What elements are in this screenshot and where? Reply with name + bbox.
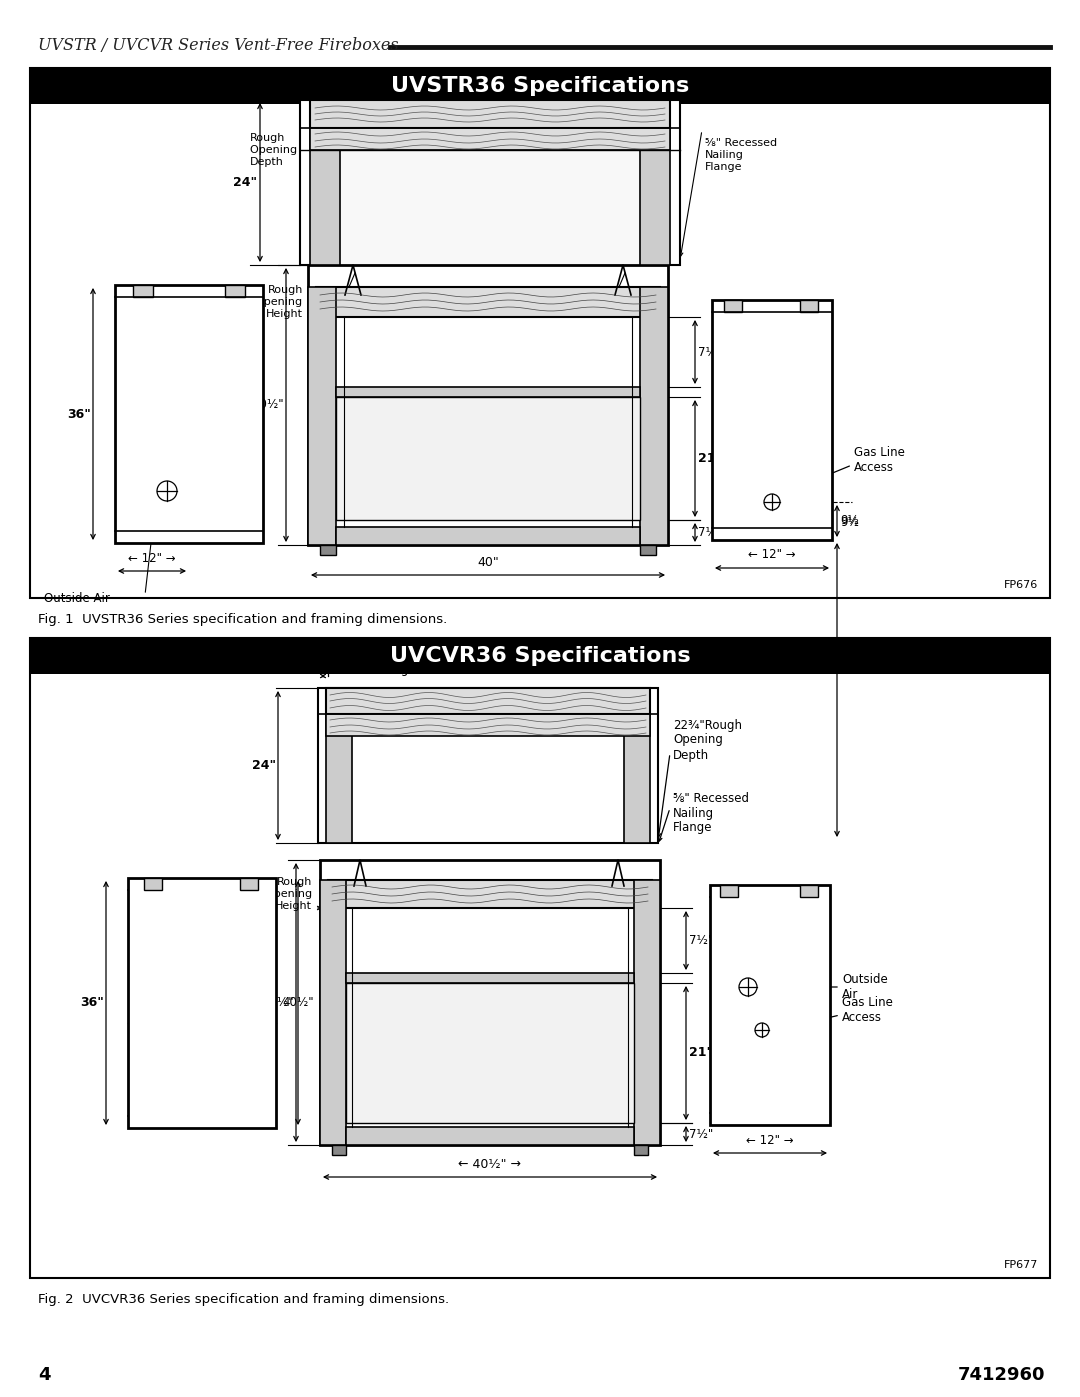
Bar: [640, 286, 669, 545]
Bar: [346, 983, 634, 1123]
Text: 24": 24": [233, 176, 257, 189]
Bar: [346, 972, 634, 983]
Text: ← 12" →: ← 12" →: [129, 552, 176, 564]
Text: 7½": 7½": [698, 345, 723, 359]
Text: 7½": 7½": [689, 935, 713, 947]
Bar: [30, 68, 1050, 598]
Text: 9½": 9½": [770, 1059, 794, 1071]
Text: UVSTR36 Specifications: UVSTR36 Specifications: [391, 75, 689, 96]
Bar: [30, 68, 1050, 103]
Bar: [710, 886, 831, 1125]
Text: Outside Air: Outside Air: [44, 591, 110, 605]
Bar: [318, 687, 658, 842]
Text: ⅝" Framing Recess: ⅝" Framing Recess: [340, 664, 453, 676]
Bar: [129, 877, 276, 1127]
Text: Outside
Air: Outside Air: [842, 972, 888, 1002]
Text: 40½": 40½": [253, 398, 284, 412]
Text: UVSTR / UVCVR Series Vent-Free Fireboxes: UVSTR / UVCVR Series Vent-Free Fireboxes: [38, 36, 399, 53]
Bar: [30, 638, 1050, 1278]
Bar: [634, 880, 660, 1146]
Bar: [800, 300, 818, 312]
Bar: [316, 286, 660, 317]
Bar: [240, 877, 258, 890]
Text: 14⅝": 14⅝": [723, 1044, 754, 1056]
Bar: [326, 687, 650, 714]
Text: Gas Line
Access: Gas Line Access: [854, 446, 905, 474]
Bar: [300, 101, 680, 265]
Bar: [320, 861, 660, 1146]
Text: 21": 21": [689, 1046, 713, 1059]
Text: 9½: 9½: [840, 515, 859, 528]
Bar: [144, 877, 162, 890]
Bar: [326, 714, 352, 842]
Text: ← 12": ← 12": [718, 901, 752, 915]
Bar: [30, 638, 1050, 673]
Circle shape: [157, 481, 177, 502]
Circle shape: [739, 978, 757, 996]
Text: ← 40½" →: ← 40½" →: [459, 1158, 522, 1171]
Bar: [346, 1127, 634, 1146]
Bar: [336, 527, 640, 545]
Text: 36": 36": [80, 996, 104, 1010]
Bar: [310, 129, 340, 265]
Text: 14⅝": 14⅝": [207, 510, 239, 522]
Text: 7½": 7½": [698, 527, 723, 539]
Bar: [712, 300, 832, 541]
Bar: [308, 265, 669, 545]
Circle shape: [755, 1023, 769, 1037]
Text: 7½": 7½": [689, 1127, 713, 1140]
Text: ← Rough Opening Width 41" →: ← Rough Opening Width 41" →: [400, 267, 580, 279]
Text: ← 36" →: ← 36" →: [462, 440, 513, 453]
Text: ← 12" →: ← 12" →: [746, 1133, 794, 1147]
Text: Fig. 1  UVSTR36 Series specification and framing dimensions.: Fig. 1 UVSTR36 Series specification and …: [38, 613, 447, 626]
Bar: [640, 129, 670, 265]
Text: ⅝" Recessed
Nailing
Flange: ⅝" Recessed Nailing Flange: [673, 792, 750, 834]
Circle shape: [764, 495, 780, 510]
Bar: [133, 285, 153, 298]
Bar: [340, 149, 640, 265]
Bar: [326, 714, 650, 736]
Bar: [308, 286, 336, 545]
Bar: [724, 300, 742, 312]
Bar: [328, 880, 652, 908]
Text: 36": 36": [254, 1037, 278, 1049]
Text: Rough
Opening
Height: Rough Opening Height: [265, 877, 312, 911]
Text: 21": 21": [698, 453, 723, 465]
Bar: [336, 397, 640, 520]
Text: 24": 24": [252, 759, 276, 773]
Text: 36": 36": [67, 408, 91, 420]
Text: 40½": 40½": [262, 996, 294, 1009]
Text: 22¾"Rough
Opening
Depth: 22¾"Rough Opening Depth: [673, 718, 742, 761]
Text: 4: 4: [38, 1366, 51, 1384]
Text: Gas Line
Access: Gas Line Access: [842, 996, 893, 1024]
Text: ⅝" Recessed
Nailing
Flange: ⅝" Recessed Nailing Flange: [705, 138, 778, 172]
Text: 7412960: 7412960: [958, 1366, 1045, 1384]
Bar: [310, 101, 670, 129]
Text: Rough
Opening
Height: Rough Opening Height: [256, 285, 303, 319]
Text: Fig. 2  UVCVR36 Series specification and framing dimensions.: Fig. 2 UVCVR36 Series specification and …: [38, 1294, 449, 1306]
Text: UVCVR36 Specifications: UVCVR36 Specifications: [390, 645, 690, 666]
Bar: [624, 714, 650, 842]
Bar: [320, 545, 336, 555]
Text: Rough
Opening 22¾"
Depth: Rough Opening 22¾" Depth: [249, 133, 330, 166]
Bar: [310, 129, 670, 149]
Bar: [634, 1146, 648, 1155]
Bar: [640, 545, 656, 555]
Bar: [225, 285, 245, 298]
Text: FP676: FP676: [1003, 580, 1038, 590]
Text: 40½": 40½": [282, 996, 313, 1010]
Bar: [800, 886, 818, 897]
Text: ← 12" →: ← 12" →: [748, 549, 796, 562]
Bar: [720, 886, 738, 897]
Text: ← 36" →: ← 36" →: [464, 1035, 515, 1048]
Bar: [336, 387, 640, 397]
Text: FP677: FP677: [1003, 1260, 1038, 1270]
Text: 40": 40": [477, 556, 499, 569]
Bar: [332, 1146, 346, 1155]
Bar: [114, 285, 264, 543]
Text: 9½: 9½: [840, 514, 859, 528]
Bar: [320, 880, 346, 1146]
